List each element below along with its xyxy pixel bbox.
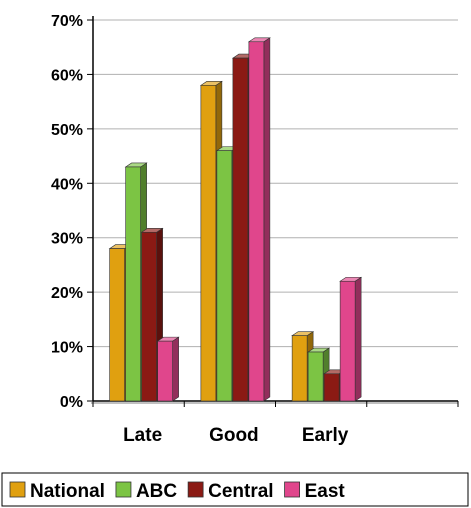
legend-swatch	[284, 481, 300, 498]
legend-frame	[1, 472, 469, 507]
legend-swatch	[9, 481, 26, 498]
y-tick-label: 0%	[60, 394, 83, 411]
legend-swatch	[115, 481, 132, 498]
bar-front	[248, 41, 265, 402]
bar-front	[125, 166, 141, 402]
legend-label: Central	[208, 481, 273, 502]
bar-front	[157, 340, 173, 402]
bar-front	[141, 231, 157, 402]
bar-front	[339, 280, 356, 402]
bar-front	[232, 57, 249, 402]
legend-item-abc: ABC	[115, 481, 177, 502]
axes	[87, 16, 459, 407]
bar-front	[216, 150, 233, 402]
y-tick-label: 70%	[51, 13, 83, 30]
bar-east-late	[156, 336, 180, 402]
bar-east-good	[247, 37, 271, 402]
bars	[108, 37, 363, 402]
bar-front	[323, 373, 340, 402]
category-label: Early	[302, 425, 349, 446]
legend-label: National	[30, 481, 105, 502]
bar-front	[291, 335, 308, 402]
y-tick-label: 20%	[51, 285, 83, 302]
legend-item-east: East	[284, 481, 346, 502]
legend-label: ABC	[136, 481, 177, 502]
legend-item-central: Central	[187, 481, 274, 502]
bar-side	[172, 336, 179, 402]
category-label: Good	[209, 425, 259, 446]
y-tick-label: 40%	[51, 176, 83, 193]
bar-front	[307, 351, 324, 402]
y-axis-tick-labels: 0% 10% 20% 30% 40% 50% 60% 70%	[51, 13, 83, 411]
bar-side	[263, 37, 271, 402]
legend: National ABC Central East	[1, 472, 469, 507]
category-label: Late	[123, 425, 162, 446]
bar-east-early	[339, 276, 363, 402]
bar-front	[200, 85, 217, 402]
y-tick-label: 10%	[51, 340, 83, 357]
x-axis-category-labels: Late Good Early	[123, 425, 349, 446]
y-tick-label: 30%	[51, 231, 83, 248]
y-tick-label: 50%	[51, 122, 83, 139]
legend-label: East	[305, 481, 346, 502]
legend-swatch	[187, 481, 204, 498]
bar-side	[354, 276, 362, 402]
bar-front	[109, 248, 125, 402]
legend-item-national: National	[9, 481, 105, 502]
y-tick-label: 60%	[51, 67, 83, 84]
